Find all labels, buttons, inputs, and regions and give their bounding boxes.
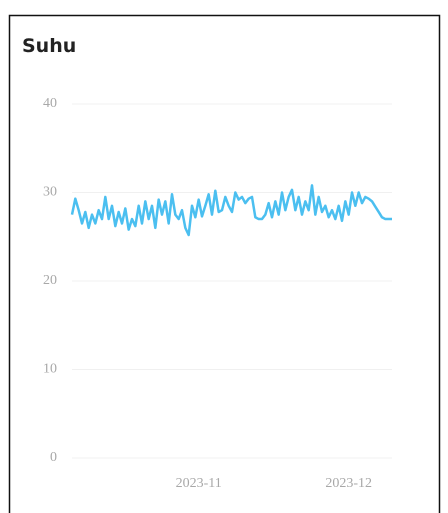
data-line [70, 184, 392, 237]
x-tick-label: 2023-12 [325, 476, 372, 491]
y-tick-label: 20 [43, 273, 57, 288]
x-tick-label: 2023-11 [176, 476, 222, 491]
chart-title: Suhu [22, 35, 76, 57]
y-tick-label: 30 [43, 185, 57, 200]
y-tick-label: 40 [43, 96, 57, 111]
card-border [8, 14, 441, 513]
y-tick-label: 10 [43, 362, 57, 377]
y-tick-label: 0 [50, 450, 57, 465]
